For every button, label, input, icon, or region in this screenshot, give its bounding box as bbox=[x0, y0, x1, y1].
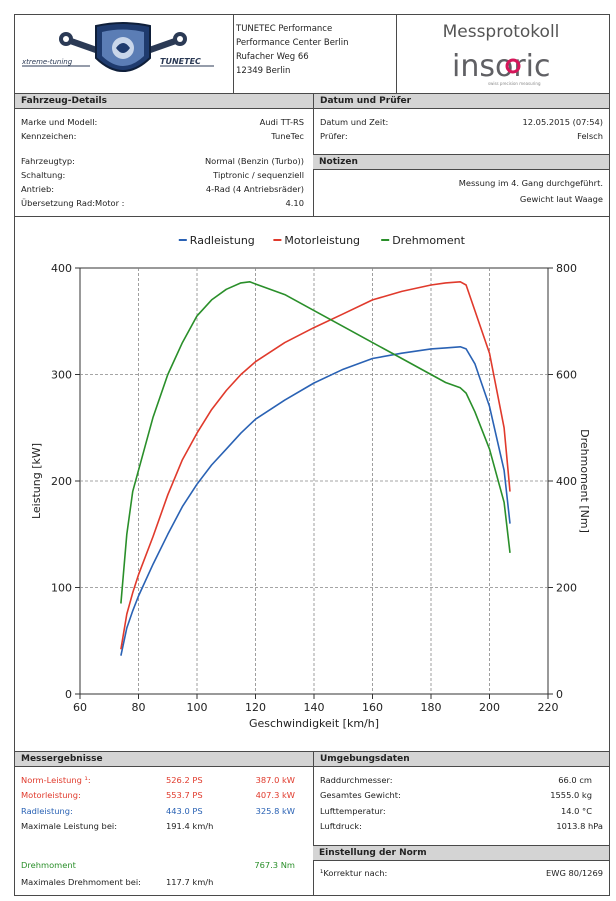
result-label: Radleistung: bbox=[21, 806, 73, 816]
result-kw: 407.3 kW bbox=[255, 790, 295, 800]
x-axis-label: Geschwindigkeit [km/h] bbox=[249, 717, 379, 730]
vehicle-label: Übersetzung Rad:Motor : bbox=[21, 198, 125, 208]
env-value: 66.0 cm bbox=[558, 775, 592, 785]
x-tick-label: 180 bbox=[421, 701, 442, 714]
env-label: Gesamtes Gewicht: bbox=[320, 790, 401, 800]
legend-label: Radleistung bbox=[190, 234, 255, 247]
result-ps: 443.0 PS bbox=[166, 806, 203, 816]
insoric-logo: insoric swiss precision measuring bbox=[452, 49, 551, 86]
y-tick-label: 400 bbox=[51, 262, 72, 275]
torque-at-value: 117.7 km/h bbox=[166, 877, 214, 887]
vehicle-label: Marke und Modell: bbox=[21, 117, 98, 127]
env-label: Raddurchmesser: bbox=[320, 775, 393, 785]
insoric-tagline: swiss precision measuring bbox=[488, 81, 541, 86]
vehicle-label: Schaltung: bbox=[21, 170, 66, 180]
notes-line: Messung im 4. Gang durchgeführt. bbox=[458, 178, 603, 188]
company-address: TUNETEC Performance Performance Center B… bbox=[236, 22, 349, 78]
vehicle-value: 4.10 bbox=[285, 198, 304, 208]
x-tick-label: 160 bbox=[362, 701, 383, 714]
result-ps: 191.4 km/h bbox=[166, 821, 214, 831]
logo-tag-text: xtreme-tuning bbox=[21, 58, 73, 66]
y2-tick-label: 400 bbox=[556, 475, 577, 488]
norm-heading: Einstellung der Norm bbox=[313, 846, 609, 861]
x-tick-label: 80 bbox=[132, 701, 146, 714]
examiner-value: Felsch bbox=[577, 131, 603, 141]
date-value: 12.05.2015 (07:54) bbox=[522, 117, 603, 127]
notes-line: Gewicht laut Waage bbox=[519, 194, 603, 204]
results-box bbox=[14, 751, 610, 896]
env-label: Lufttemperatur: bbox=[320, 806, 386, 816]
series-line-motorleistung bbox=[120, 281, 511, 650]
date-examiner-heading: Datum und Prüfer bbox=[313, 94, 609, 109]
result-kw: 387.0 kW bbox=[255, 775, 295, 785]
env-value: 1013.8 hPa bbox=[556, 821, 603, 831]
result-label: Norm-Leistung ¹: bbox=[21, 775, 91, 785]
report-title: Messprotokoll bbox=[442, 22, 560, 42]
company-line: Rufacher Weg 66 bbox=[236, 52, 309, 62]
env-label: Luftdruck: bbox=[320, 821, 362, 831]
legend-label: Drehmoment bbox=[392, 234, 465, 247]
vehicle-label: Fahrzeugtyp: bbox=[21, 156, 75, 166]
result-label: Maximale Leistung bei: bbox=[21, 821, 118, 831]
x-tick-label: 100 bbox=[187, 701, 208, 714]
tunetec-logo: xtreme-tuning TUNETEC bbox=[21, 22, 214, 72]
result-ps: 526.2 PS bbox=[166, 775, 203, 785]
norm-label: ¹Korrektur nach: bbox=[320, 868, 388, 878]
logo-brand-text: TUNETEC bbox=[160, 57, 201, 66]
torque-at-label: Maximales Drehmoment bei: bbox=[21, 877, 141, 887]
vehicle-value: 4-Rad (4 Antriebsräder) bbox=[205, 184, 304, 194]
result-ps: 553.7 PS bbox=[166, 790, 203, 800]
x-tick-label: 220 bbox=[538, 701, 559, 714]
x-tick-label: 200 bbox=[479, 701, 500, 714]
result-label: Motorleistung: bbox=[21, 790, 81, 800]
insoric-brand: insoric bbox=[452, 49, 551, 84]
examiner-label: Prüfer: bbox=[320, 131, 348, 141]
vehicle-label: Antrieb: bbox=[21, 184, 55, 194]
y2-tick-label: 800 bbox=[556, 262, 577, 275]
torque-label: Drehmoment bbox=[21, 860, 76, 870]
torque-value: 767.3 Nm bbox=[254, 860, 295, 870]
y-tick-label: 300 bbox=[51, 369, 72, 382]
x-tick-label: 140 bbox=[304, 701, 325, 714]
notes-heading: Notizen bbox=[313, 155, 609, 170]
company-line: Performance Center Berlin bbox=[236, 38, 349, 48]
vehicle-label: Kennzeichen: bbox=[21, 131, 77, 141]
y-tick-label: 0 bbox=[65, 688, 72, 701]
results-heading: Messergebnisse bbox=[15, 752, 313, 767]
x-tick-label: 60 bbox=[73, 701, 87, 714]
result-kw: 325.8 kW bbox=[255, 806, 295, 816]
vehicle-value: Tiptronic / sequenziell bbox=[213, 170, 304, 180]
y2-axis-label: Drehmoment [Nm] bbox=[578, 429, 591, 533]
y-axis-label: Leistung [kW] bbox=[30, 443, 43, 519]
x-tick-label: 120 bbox=[245, 701, 266, 714]
vehicle-value: Normal (Benzin (Turbo)) bbox=[204, 156, 304, 166]
env-value: 14.0 °C bbox=[560, 806, 592, 816]
vehicle-value: TuneTec bbox=[271, 131, 304, 141]
y-tick-label: 100 bbox=[51, 582, 72, 595]
series-line-radleistung bbox=[120, 346, 511, 656]
series-line-drehmoment bbox=[120, 281, 511, 604]
date-label: Datum und Zeit: bbox=[320, 117, 389, 127]
vehicle-details-heading: Fahrzeug-Details bbox=[15, 94, 313, 109]
company-line: TUNETEC Performance bbox=[236, 24, 333, 34]
y2-tick-label: 200 bbox=[556, 582, 577, 595]
vehicle-value: Audi TT-RS bbox=[259, 117, 304, 127]
legend-label: Motorleistung bbox=[284, 234, 360, 247]
y2-tick-label: 600 bbox=[556, 369, 577, 382]
power-torque-chart: 60 80 100 120 140 160 180 200 220010020030040002… bbox=[30, 234, 591, 730]
y2-tick-label: 0 bbox=[556, 688, 563, 701]
norm-value: EWG 80/1269 bbox=[546, 868, 603, 878]
env-value: 1555.0 kg bbox=[550, 790, 592, 800]
environment-heading: Umgebungsdaten bbox=[313, 752, 609, 767]
y-tick-label: 200 bbox=[51, 475, 72, 488]
company-line: 12349 Berlin bbox=[236, 66, 291, 76]
